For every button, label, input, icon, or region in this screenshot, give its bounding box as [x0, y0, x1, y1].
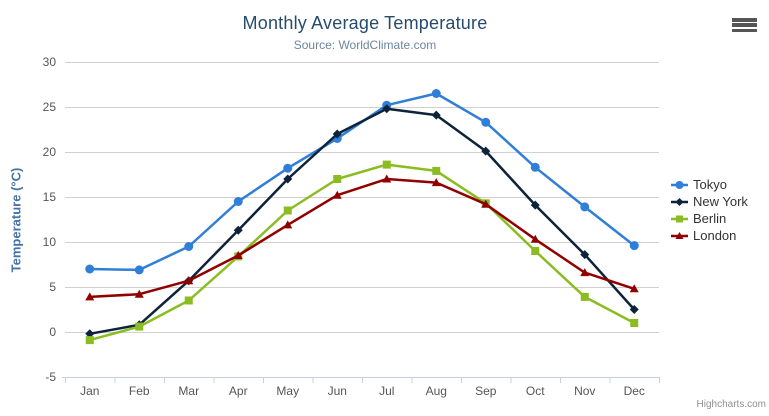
hamburger-menu-icon [732, 18, 757, 32]
data-point-tokyo-may[interactable] [283, 163, 293, 173]
legend: Tokyo New York Berlin London [671, 176, 748, 244]
data-point-new-york-may[interactable] [283, 174, 293, 184]
legend-label: New York [693, 194, 748, 209]
y-axis-label: 10 [43, 235, 57, 249]
data-point-london-oct[interactable] [530, 234, 540, 243]
chart-title: Monthly Average Temperature [242, 13, 488, 33]
x-axis-label: Apr [229, 384, 248, 398]
data-point-tokyo-mar[interactable] [184, 242, 194, 251]
data-point-tokyo-sep[interactable] [481, 117, 491, 127]
data-point-new-york-sep[interactable] [481, 146, 491, 156]
data-point-new-york-jun[interactable] [332, 129, 342, 139]
diamond-marker-icon [671, 197, 688, 206]
data-point-berlin-nov[interactable] [580, 292, 589, 301]
legend-marker-new-york [675, 197, 684, 206]
data-point-london-jan[interactable] [85, 292, 95, 301]
data-point-new-york-nov[interactable] [580, 250, 590, 260]
data-point-new-york-aug[interactable] [431, 110, 441, 120]
data-point-london-aug[interactable] [431, 178, 441, 187]
legend-label: London [693, 228, 737, 243]
data-point-berlin-dec[interactable] [630, 319, 639, 327]
data-point-berlin-jan[interactable] [85, 336, 94, 345]
y-axis-label: 25 [43, 100, 57, 114]
legend-item-london[interactable]: London [671, 227, 748, 244]
series-line-new-york [88, 107, 636, 336]
data-point-berlin-feb[interactable] [135, 322, 144, 331]
data-point-tokyo-feb[interactable] [134, 265, 144, 275]
data-point-london-nov[interactable] [580, 268, 590, 277]
data-point-tokyo-nov[interactable] [580, 202, 590, 212]
data-point-london-jul[interactable] [382, 174, 392, 183]
legend-marker-berlin [676, 215, 683, 222]
series-line-berlin [88, 163, 636, 342]
data-point-berlin-mar[interactable] [184, 296, 193, 305]
triangle-marker-icon [671, 231, 688, 239]
legend-item-new-york[interactable]: New York [671, 193, 748, 210]
circle-marker-icon [671, 180, 688, 189]
data-point-new-york-dec[interactable] [629, 305, 639, 314]
data-point-london-dec[interactable] [629, 284, 639, 293]
data-point-new-york-oct[interactable] [530, 200, 540, 210]
data-point-new-york-jul[interactable] [382, 104, 392, 114]
legend-item-tokyo[interactable]: Tokyo [671, 176, 748, 193]
x-axis-label: Nov [574, 384, 595, 398]
data-point-tokyo-jan[interactable] [85, 264, 95, 274]
legend-label: Berlin [693, 211, 727, 226]
data-point-new-york-apr[interactable] [233, 225, 243, 235]
data-point-london-apr[interactable] [233, 251, 243, 259]
x-axis-label: Sep [475, 384, 497, 398]
series-line-london [88, 177, 636, 299]
data-point-berlin-jun[interactable] [333, 175, 342, 183]
y-axis-label: 0 [49, 325, 56, 339]
square-marker-icon [671, 215, 688, 222]
x-axis-label: Dec [624, 384, 645, 398]
y-axis-label: 15 [43, 190, 57, 204]
data-point-berlin-aug[interactable] [432, 166, 441, 175]
data-point-tokyo-apr[interactable] [233, 197, 243, 206]
data-point-berlin-oct[interactable] [531, 247, 540, 255]
data-point-tokyo-aug[interactable] [431, 89, 441, 98]
x-axis-label: Aug [426, 384, 447, 398]
chart-subtitle: Source: WorldClimate.com [293, 38, 437, 52]
x-axis-label: Feb [129, 384, 150, 398]
y-axis-label: 30 [43, 55, 57, 69]
x-axis-label: Jan [80, 384, 99, 398]
credits-link[interactable]: Highcharts.com [696, 399, 766, 410]
x-axis-label: May [276, 384, 299, 398]
data-point-london-mar[interactable] [184, 276, 194, 285]
data-point-london-jun[interactable] [332, 190, 342, 199]
y-axis-label: 5 [49, 280, 56, 294]
data-point-london-may[interactable] [283, 220, 293, 229]
series-london [85, 174, 639, 301]
y-axis-label: -5 [45, 370, 56, 384]
legend-marker-london [675, 231, 684, 239]
export-menu-button[interactable] [732, 16, 757, 33]
data-point-new-york-jan[interactable] [85, 329, 95, 339]
data-point-london-feb[interactable] [134, 289, 144, 298]
data-point-berlin-may[interactable] [283, 206, 292, 215]
data-point-tokyo-oct[interactable] [530, 162, 540, 172]
legend-marker-tokyo [675, 180, 684, 189]
y-axis-label: 20 [43, 145, 57, 159]
x-axis-label: Jun [328, 384, 347, 398]
x-axis-label: Jul [379, 384, 394, 398]
series-new-york [85, 104, 639, 339]
legend-label: Tokyo [693, 177, 727, 192]
x-axis-label: Oct [526, 384, 545, 398]
data-point-tokyo-dec[interactable] [629, 241, 639, 251]
legend-item-berlin[interactable]: Berlin [671, 210, 748, 227]
data-point-london-sep[interactable] [481, 199, 491, 208]
x-axis-label: Mar [178, 384, 199, 398]
series-tokyo [85, 89, 639, 275]
data-point-berlin-jul[interactable] [382, 160, 391, 169]
series-line-tokyo [88, 92, 636, 272]
